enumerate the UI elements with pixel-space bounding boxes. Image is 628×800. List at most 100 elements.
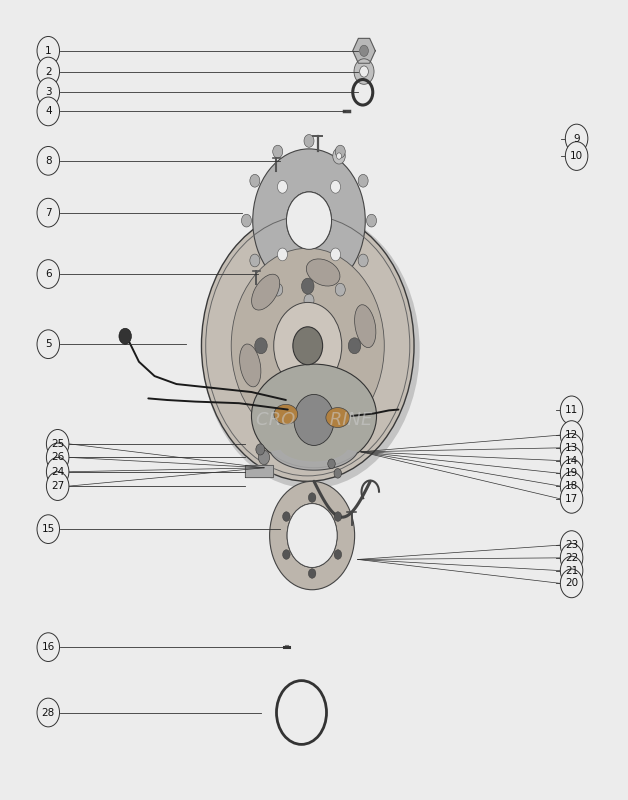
Ellipse shape [252,274,279,310]
Circle shape [119,328,131,344]
Circle shape [335,146,345,158]
Text: 25: 25 [51,439,64,449]
Text: 20: 20 [565,578,578,588]
Text: 4: 4 [45,106,51,117]
Circle shape [250,254,260,267]
Circle shape [37,515,60,543]
Circle shape [283,512,290,522]
Circle shape [202,211,420,489]
Ellipse shape [306,259,340,286]
Text: 13: 13 [565,443,578,453]
Circle shape [565,124,588,153]
Circle shape [328,459,335,469]
Circle shape [560,530,583,559]
Circle shape [37,97,60,126]
Text: 18: 18 [565,481,578,491]
Polygon shape [353,38,376,63]
Text: 6: 6 [45,269,51,279]
Text: 3: 3 [45,87,51,98]
Text: 12: 12 [565,430,578,440]
Text: 2: 2 [45,66,51,77]
Circle shape [334,469,342,478]
Circle shape [560,421,583,450]
Ellipse shape [326,407,350,427]
Text: 8: 8 [45,156,51,166]
Text: 21: 21 [565,566,578,576]
Text: CRO      RINE: CRO RINE [256,411,372,429]
Circle shape [242,214,251,227]
Circle shape [367,214,377,227]
Text: 23: 23 [565,540,578,550]
Circle shape [37,198,60,227]
Text: 26: 26 [51,452,64,462]
Circle shape [37,57,60,86]
Circle shape [308,493,316,502]
Ellipse shape [240,344,261,387]
Polygon shape [271,450,357,470]
Circle shape [301,278,314,294]
Circle shape [333,148,345,164]
Circle shape [360,46,369,56]
Circle shape [231,248,384,443]
Circle shape [46,443,69,472]
Circle shape [337,153,342,159]
Circle shape [37,633,60,662]
Circle shape [354,58,374,84]
Text: 28: 28 [41,707,55,718]
Text: 19: 19 [565,468,578,478]
Ellipse shape [276,406,309,433]
Circle shape [37,698,60,727]
Text: 14: 14 [565,455,578,466]
Text: 10: 10 [570,151,583,161]
Circle shape [560,434,583,462]
Text: 9: 9 [573,134,580,143]
Circle shape [560,556,583,585]
Text: 11: 11 [565,406,578,415]
Circle shape [274,302,342,389]
Circle shape [330,181,340,193]
Circle shape [334,550,342,559]
Circle shape [349,338,360,354]
Circle shape [560,446,583,475]
Text: 27: 27 [51,481,64,491]
Circle shape [258,450,269,465]
Circle shape [334,512,342,522]
Text: 24: 24 [51,466,64,477]
Circle shape [358,254,368,267]
Circle shape [308,569,316,578]
Circle shape [358,174,368,187]
Circle shape [565,142,588,170]
Circle shape [278,181,288,193]
Polygon shape [245,466,273,477]
Ellipse shape [274,404,298,424]
Circle shape [273,146,283,158]
Circle shape [560,569,583,598]
Circle shape [202,210,414,482]
Wedge shape [269,482,355,590]
Circle shape [273,283,283,296]
Circle shape [255,338,268,354]
Circle shape [287,504,337,567]
Text: 17: 17 [565,494,578,504]
Circle shape [304,134,314,147]
Circle shape [304,294,314,306]
Circle shape [46,458,69,486]
Wedge shape [252,149,365,292]
Circle shape [294,394,334,446]
Circle shape [37,146,60,175]
Circle shape [560,396,583,425]
Circle shape [560,472,583,501]
Ellipse shape [336,382,364,418]
Circle shape [330,248,340,261]
Circle shape [360,66,369,77]
Text: 7: 7 [45,208,51,218]
Text: 22: 22 [565,553,578,563]
Circle shape [560,459,583,488]
Circle shape [560,543,583,572]
Circle shape [256,444,264,455]
Circle shape [283,550,290,559]
Text: 1: 1 [45,46,51,56]
Circle shape [278,248,288,261]
Circle shape [37,37,60,65]
Circle shape [46,430,69,458]
